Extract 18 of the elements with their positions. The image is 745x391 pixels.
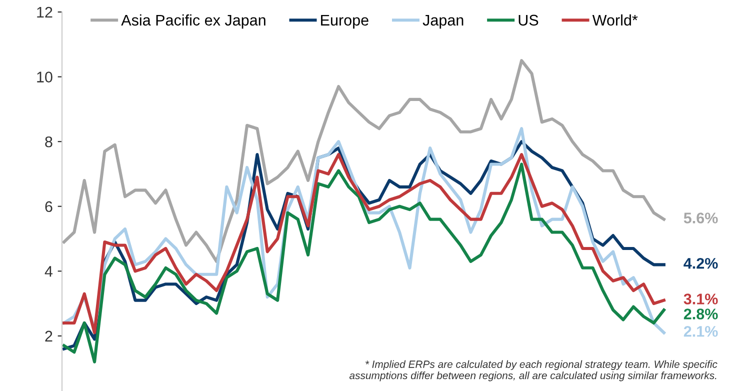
legend-label: World* [592,14,638,26]
legend-label: US [518,14,538,26]
y-tick-label: 8 [45,136,52,148]
y-tick-label: 10 [37,72,52,82]
y-tick-label: 6 [45,201,52,212]
legend-label: Japan [422,14,464,29]
annotation: * Implied ERPs are calculated by each regional strategy team. While specific assumptions differ between regions, all are calculated using similar frameworks. [349,360,718,382]
data-label: 5.6% [684,212,718,224]
data-label: 3.1% [684,294,718,304]
y-tick-label: 12 [37,6,52,18]
y-tick-label: 4 [44,266,53,277]
y-tick-label: 2 [45,330,52,342]
legend-label: Europe [321,14,368,29]
legend-label: Asia Pacific ex Japan [121,14,266,29]
data-label: 4.2% [684,258,718,269]
data-label: 2.1% [684,326,718,337]
data-label: 2.8% [684,308,718,320]
line-series [62,59,666,263]
